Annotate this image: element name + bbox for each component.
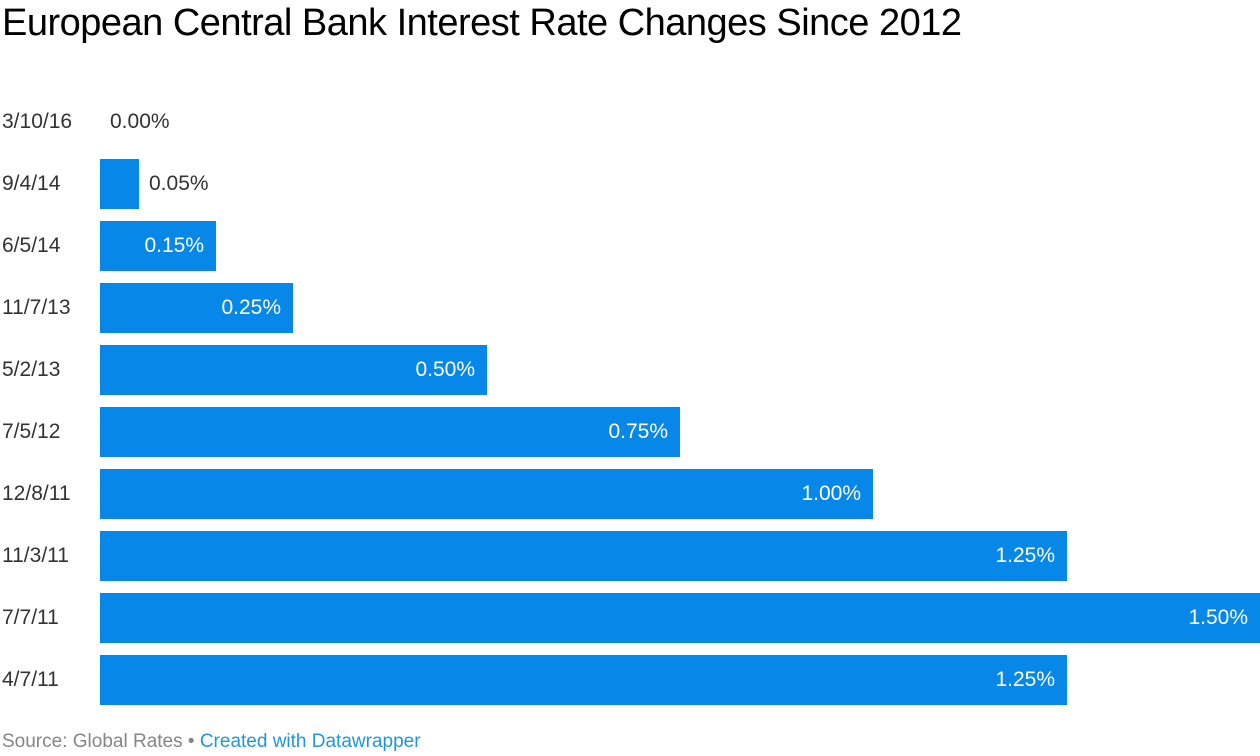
value-label: 1.25% (995, 544, 1055, 567)
bar-row: 11/7/13 0.25% (0, 277, 1260, 339)
bar: 1.25% (100, 531, 1067, 581)
date-tick-label: 7/7/11 (2, 606, 59, 629)
value-label: 1.50% (1188, 606, 1248, 629)
date-tick-label: 12/8/11 (2, 482, 71, 505)
bar: 0.25% (100, 283, 293, 333)
bar: 1.00% (100, 469, 873, 519)
bar-row: 12/8/11 1.00% (0, 463, 1260, 525)
chart-footer: Source: Global Rates • Created with Data… (2, 731, 421, 753)
value-label: 0.75% (608, 420, 668, 443)
footer-separator: • (182, 731, 200, 752)
value-label: 0.00% (110, 110, 170, 133)
source-value: Global Rates (72, 731, 183, 752)
value-label: 0.25% (221, 296, 281, 319)
date-tick-label: 5/2/13 (2, 358, 61, 381)
value-label: 0.15% (144, 234, 204, 257)
bar-row: 7/7/11 1.50% (0, 587, 1260, 649)
bar-row: 3/10/16 0.00% (0, 91, 1260, 153)
source-prefix: Source: (2, 731, 73, 752)
bar-row: 4/7/11 1.25% (0, 649, 1260, 711)
bar: 1.50% (100, 593, 1260, 643)
bar: 0.15% (100, 221, 216, 271)
bar-row: 11/3/11 1.25% (0, 525, 1260, 587)
value-label: 0.50% (415, 358, 475, 381)
date-tick-label: 4/7/11 (2, 668, 59, 691)
value-label: 1.25% (995, 668, 1055, 691)
bar: 1.25% (100, 655, 1067, 705)
bar-row: 9/4/14 0.05% (0, 153, 1260, 215)
date-tick-label: 9/4/14 (2, 172, 61, 195)
bar: 0.75% (100, 407, 680, 457)
bar-row: 6/5/14 0.15% (0, 215, 1260, 277)
bar-row: 7/5/12 0.75% (0, 401, 1260, 463)
bar-row: 5/2/13 0.50% (0, 339, 1260, 401)
date-tick-label: 11/7/13 (2, 296, 71, 319)
date-tick-label: 7/5/12 (2, 420, 61, 443)
bar: 0.50% (100, 345, 487, 395)
date-tick-label: 6/5/14 (2, 234, 61, 257)
datawrapper-attribution-link[interactable]: Created with Datawrapper (199, 731, 421, 752)
date-tick-label: 11/3/11 (2, 544, 69, 567)
value-label: 1.00% (801, 482, 861, 505)
bar (100, 159, 139, 209)
value-label: 0.05% (149, 172, 209, 195)
chart-title: European Central Bank Interest Rate Chan… (2, 2, 962, 44)
date-tick-label: 3/10/16 (2, 110, 73, 133)
